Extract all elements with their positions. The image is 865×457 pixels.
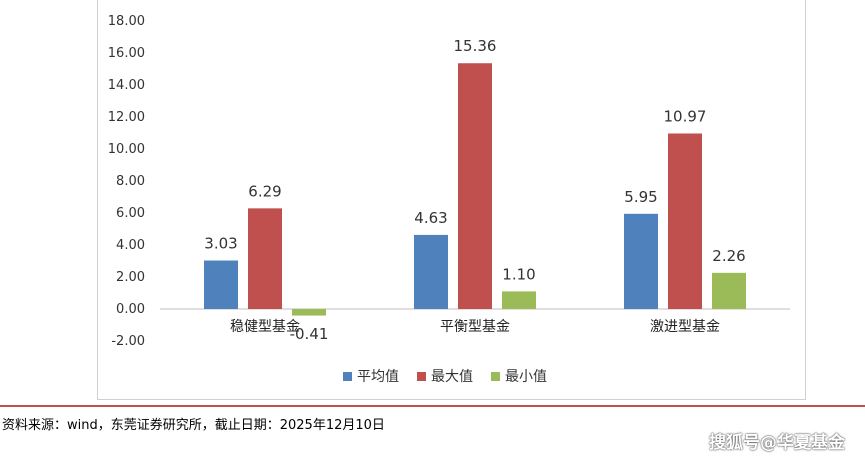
y-tick-label: 10.00: [108, 142, 145, 157]
bar: [502, 291, 536, 309]
legend: 平均值 最大值 最小值: [343, 369, 547, 385]
legend-swatch: [491, 372, 500, 381]
data-label: -0.41: [290, 325, 329, 343]
y-tick-label: 6.00: [116, 206, 145, 221]
bar-chart: -2.00 0.00 2.00 4.00 6.00 8.00 10.00 12.00 14.00…: [108, 14, 790, 385]
data-label: 15.36: [454, 37, 497, 55]
bar: [624, 213, 658, 309]
bar: [668, 133, 702, 309]
data-label: 1.10: [502, 265, 535, 283]
y-tick-label: 0.00: [116, 302, 145, 317]
bar: [458, 63, 492, 309]
y-tick-label: 4.00: [116, 238, 145, 253]
bar: [248, 208, 282, 309]
legend-label: 平均值: [357, 369, 399, 385]
y-tick-label: 8.00: [116, 174, 145, 189]
y-tick-label: -2.00: [111, 334, 145, 349]
bar: [204, 260, 238, 309]
bar: [712, 272, 746, 309]
y-tick-label: 12.00: [108, 110, 145, 125]
y-tick-label: 14.00: [108, 78, 145, 93]
data-label: 3.03: [204, 235, 237, 253]
data-label: 4.63: [414, 209, 447, 227]
legend-label: 最大值: [431, 369, 473, 385]
category-label: 激进型基金: [650, 318, 720, 335]
data-label: 5.95: [624, 188, 657, 206]
category-label: 平衡型基金: [440, 318, 510, 335]
watermark: 搜狐号@华夏基金: [709, 433, 845, 453]
legend-label: 最小值: [505, 369, 547, 385]
y-tick-label: 16.00: [108, 46, 145, 61]
divider: [0, 405, 865, 407]
chart-frame: [97, 0, 806, 400]
legend-swatch: [343, 372, 352, 381]
bars: [204, 63, 746, 316]
source-note: 资料来源：wind，东莞证券研究所，截止日期：2025年12月10日: [2, 418, 385, 433]
y-tick-label: 18.00: [108, 14, 145, 29]
bar: [414, 234, 448, 309]
bar: [292, 309, 326, 316]
data-label: 10.97: [664, 107, 707, 125]
legend-swatch: [417, 372, 426, 381]
category-label: 稳健型基金: [230, 318, 300, 335]
data-labels: 3.03 6.29 -0.41 4.63 15.36 1.10 5.95 10.97 2.26: [204, 37, 745, 343]
category-axis: 稳健型基金 平衡型基金 激进型基金: [230, 318, 720, 335]
data-label: 2.26: [712, 247, 745, 265]
y-tick-label: 2.00: [116, 270, 145, 285]
data-label: 6.29: [248, 182, 281, 200]
